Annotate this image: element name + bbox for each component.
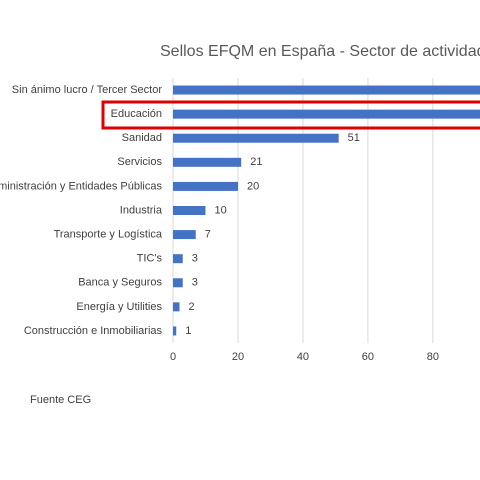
x-tick-label: 80 [427, 351, 439, 363]
y-tick-label: Educación [111, 108, 162, 120]
bar [173, 302, 180, 312]
x-tick-label: 40 [297, 351, 309, 363]
data-label: 21 [250, 156, 262, 168]
bar [173, 278, 183, 288]
bar [173, 206, 206, 215]
bar [173, 254, 183, 264]
y-tick-label: TIC's [137, 253, 163, 265]
y-tick-label: Sanidad [122, 132, 162, 144]
highlight-box [101, 100, 480, 130]
y-tick-label: Industria [120, 204, 163, 216]
data-label: 51 [348, 132, 360, 144]
bar [173, 326, 177, 336]
y-tick-label: Energía y Utilities [76, 301, 162, 313]
bar [173, 133, 339, 143]
data-label: 20 [247, 180, 259, 192]
data-label: 3 [192, 253, 198, 265]
y-tick-label: Servicios [117, 156, 162, 168]
x-tick-label: 20 [232, 351, 244, 363]
data-label: 3 [192, 277, 198, 289]
chart-title: Sellos EFQM en España - Sector de activi… [160, 43, 480, 60]
x-tick-label: 0 [170, 351, 176, 363]
source-note: Fuente CEG [30, 394, 91, 406]
y-tick-label: Transporte y Logística [54, 228, 163, 240]
data-label: 1 [185, 325, 191, 337]
y-tick-label: Construcción e Inmobiliarias [24, 325, 163, 337]
bar [173, 109, 480, 119]
bar [173, 230, 196, 240]
bar [173, 85, 480, 95]
bar [173, 157, 242, 167]
plot-area: 0 20 40 60 80 Sin ánimo lucro / Tercer Sector… [0, 78, 480, 363]
x-tick-label: 60 [362, 351, 374, 363]
y-tick-label: Administración y Entidades Públicas [0, 180, 162, 192]
data-label: 7 [205, 228, 211, 240]
data-label: 10 [214, 204, 226, 216]
y-tick-label: Banca y Seguros [78, 277, 162, 289]
data-label: 2 [188, 301, 194, 313]
bar [173, 181, 238, 191]
y-tick-label: Sin ánimo lucro / Tercer Sector [12, 84, 163, 96]
